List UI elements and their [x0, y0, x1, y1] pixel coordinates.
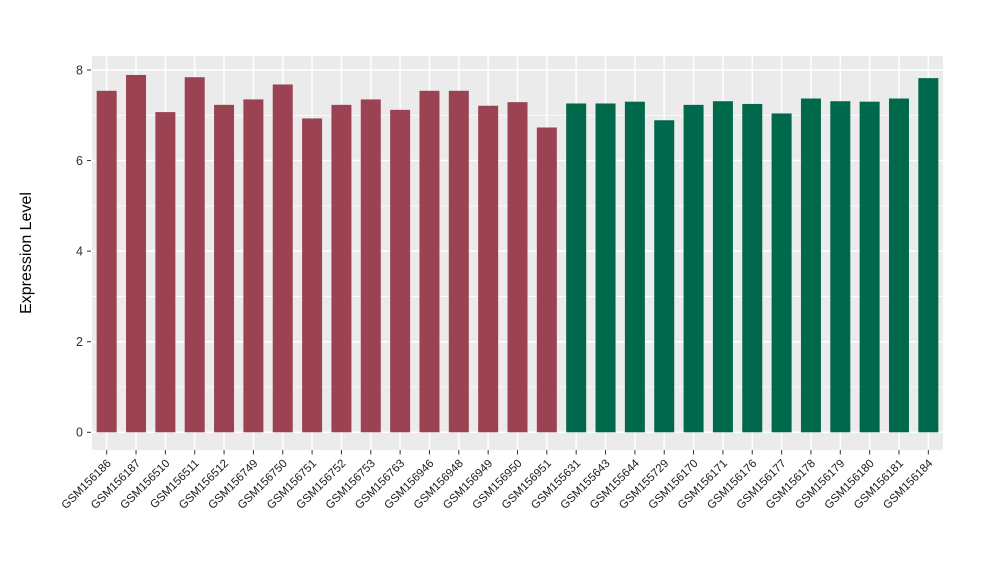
y-tick-label-4: 4: [76, 245, 83, 259]
bar-GSM156187: [126, 74, 147, 433]
bar-GSM156763: [390, 109, 411, 433]
bar-GSM156511: [184, 77, 205, 433]
y-axis-title: Expression Level: [18, 192, 35, 314]
y-tick-label-0: 0: [76, 426, 83, 440]
y-tick-label-2: 2: [76, 335, 83, 349]
bar-GSM156752: [331, 104, 352, 433]
bar-GSM156750: [272, 84, 293, 433]
bar-GSM156184: [918, 78, 939, 433]
bar-GSM156950: [507, 102, 528, 433]
bar-GSM155729: [654, 120, 675, 433]
bar-GSM156510: [155, 112, 176, 433]
bar-GSM155643: [595, 103, 616, 433]
bar-GSM156178: [800, 98, 821, 433]
bar-GSM156170: [683, 104, 704, 433]
bar-GSM156512: [214, 104, 235, 433]
bar-GSM155631: [566, 103, 587, 433]
bar-GSM156176: [742, 103, 763, 433]
y-tick-label-6: 6: [76, 154, 83, 168]
bar-GSM156749: [243, 99, 264, 433]
bar-GSM156186: [96, 90, 117, 433]
bar-GSM156753: [360, 99, 381, 433]
x-tick-label-GSM156186: GSM156186: [60, 458, 114, 512]
bar-GSM156179: [830, 101, 851, 433]
bar-GSM155644: [624, 101, 645, 433]
bar-GSM156951: [536, 127, 557, 433]
bar-GSM156946: [419, 90, 440, 433]
y-tick-label-8: 8: [76, 63, 83, 77]
bar-GSM156181: [888, 98, 909, 433]
bar-GSM156171: [712, 101, 733, 433]
bar-GSM156948: [448, 90, 469, 433]
bar-GSM156751: [302, 118, 323, 433]
bar-GSM156177: [771, 113, 792, 433]
bar-GSM156180: [859, 101, 880, 433]
bar-GSM156949: [478, 105, 499, 433]
